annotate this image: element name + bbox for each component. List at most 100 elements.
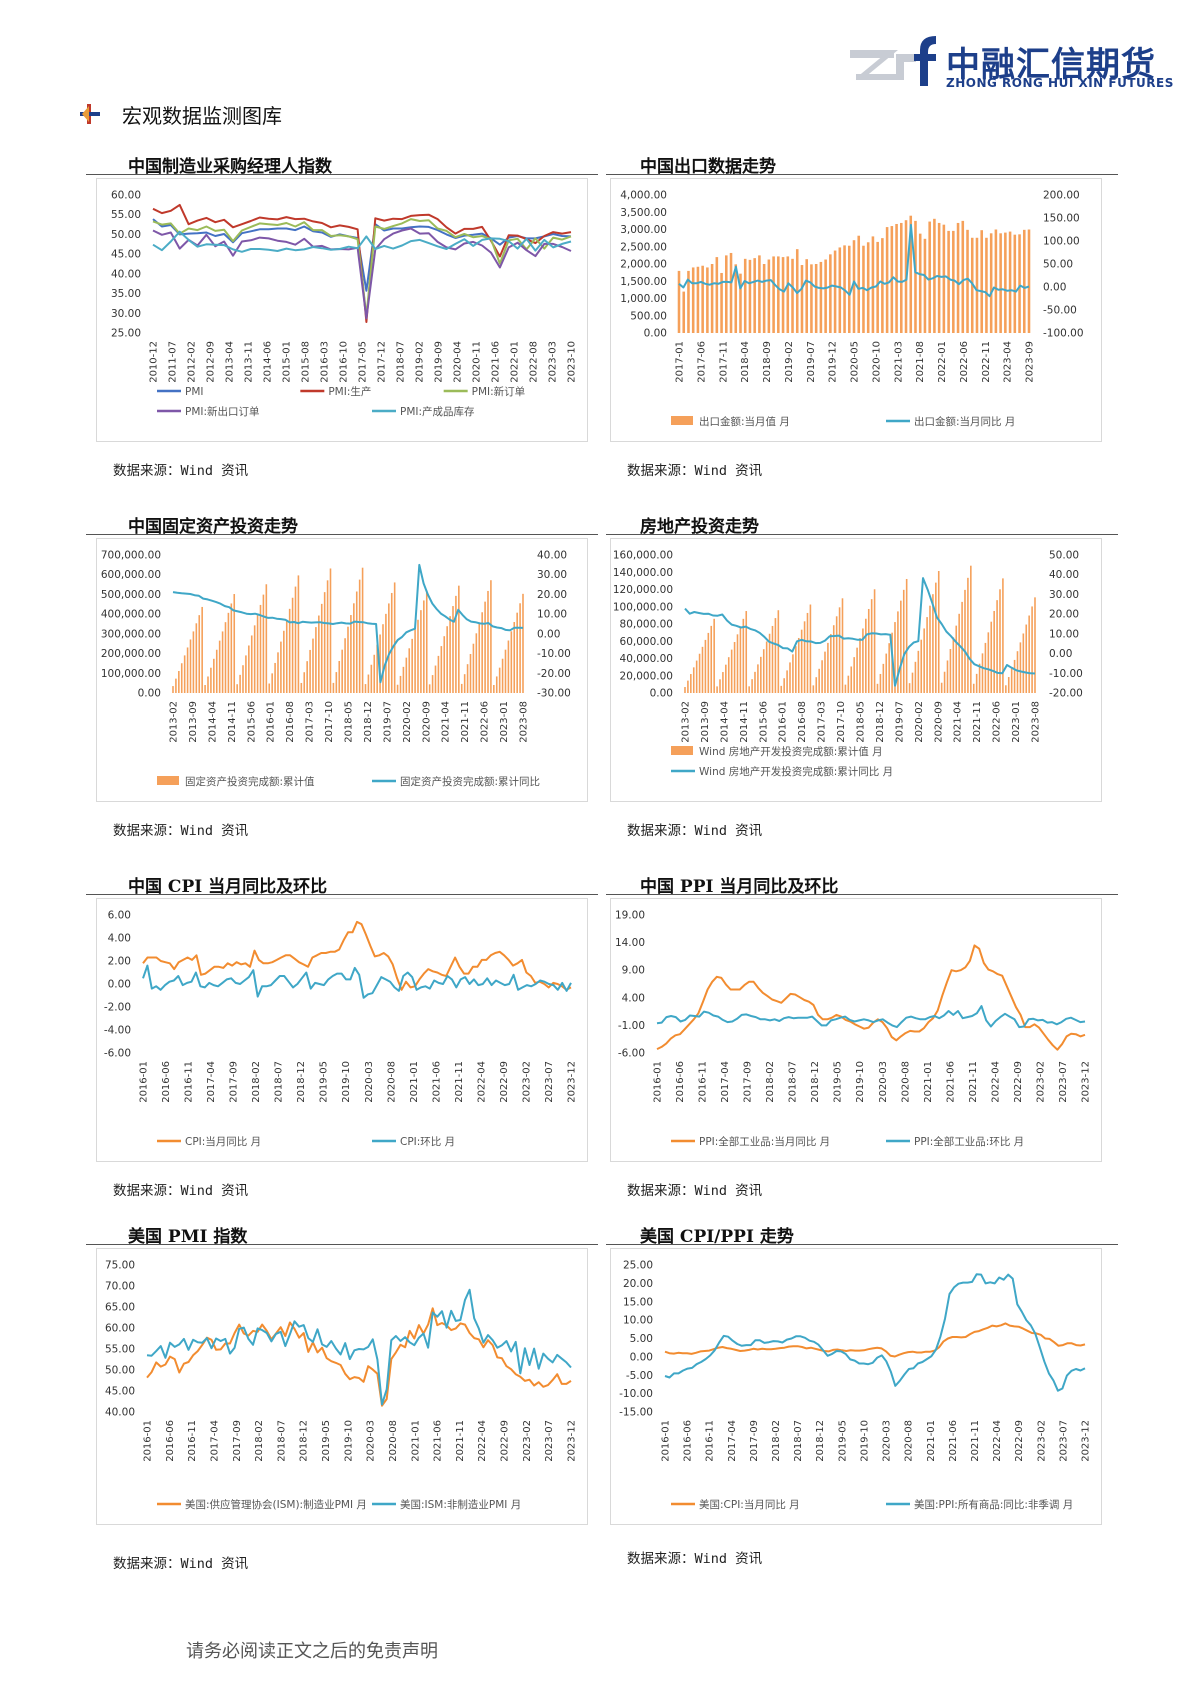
us-pmi-series-1 [146, 1288, 572, 1406]
cn-property-bar [853, 657, 855, 693]
cn-property-bar [908, 683, 911, 693]
cn-pmi-x-tick: 2017-05 [358, 341, 369, 383]
cn-property-bar [841, 598, 844, 693]
cn-property-bar [952, 637, 955, 693]
cn-property-bar [923, 628, 925, 693]
cn-fai-bar [245, 655, 247, 693]
cn-cpi-chart-svg: 6.00 4.00 2.00 0.00 -2.00 -4.00 -6.00 2016-01 20… [104, 910, 578, 1149]
cn-property-bar [902, 589, 905, 693]
cn-export-chart-svg: 4,000.00 3,500.00 3,000.00 2,500.00 2,000.00… [620, 190, 1083, 429]
cn-export-bar [701, 265, 704, 333]
cn-cpi-legend-label: CPI:当月同比 月 [185, 1135, 261, 1148]
cn-fai-bar [440, 646, 443, 693]
us-pmi-x-tick: 2023-07 [544, 1420, 555, 1462]
cn-property-bar [885, 653, 888, 693]
cn-property-y-tick: 120,000.00 [613, 584, 673, 596]
cn-property-bar [1022, 633, 1025, 693]
cn-export-y-tick: 1,500.00 [620, 276, 667, 288]
cn-fai-x-tick: 2023-08 [519, 701, 530, 743]
cn-fai-bar [353, 603, 355, 693]
cn-property-bar [999, 589, 1001, 693]
cn-fai-bar [201, 606, 203, 693]
cn-export-bar [819, 261, 823, 333]
cn-fai-y2-tick: -20.00 [537, 668, 571, 680]
us-cpi-ppi-x-tick: 2019-10 [859, 1420, 870, 1462]
us-cpi-ppi-source-note: 数据来源：Wind 资讯 [627, 1551, 763, 1567]
cn-export-bar [933, 218, 936, 333]
cn-export-bar [914, 220, 917, 334]
cn-export-y-tick: 3,500.00 [620, 207, 667, 219]
cn-fai-bar [493, 685, 495, 693]
us-pmi-source-note: 数据来源：Wind 资讯 [113, 1556, 249, 1572]
cn-cpi-x-tick: 2023-07 [544, 1061, 555, 1103]
cn-ppi-x-tick: 2021-06 [945, 1061, 956, 1103]
us-pmi-x-tick: 2017-09 [232, 1420, 243, 1462]
cn-property-x-tick: 2021-04 [953, 701, 964, 743]
cn-ppi-y-tick: -6.00 [618, 1048, 645, 1060]
cn-cpi-chart: 6.00 4.00 2.00 0.00 -2.00 -4.00 -6.00 2016-01 20… [96, 898, 588, 1162]
cn-export-bar [805, 259, 808, 333]
cn-export-bar [739, 273, 742, 333]
cn-cpi-legend-item: CPI:当月同比 月 [157, 1135, 261, 1148]
cn-fai-bar [186, 647, 189, 693]
cn-export-bar [748, 259, 752, 333]
cn-ppi-legend-item: PPI:全部工业品:当月同比 月 [671, 1135, 830, 1148]
cn-pmi-x-tick: 2013-11 [244, 341, 255, 383]
cn-ppi-line [656, 1005, 1086, 1029]
disclaimer-footer: 请务必阅读正文之后的免责声明 [186, 1641, 438, 1662]
cn-property-legend-item: Wind 房地产开发投资完成额:累计同比 月 [671, 765, 893, 778]
cn-fai-x-tick: 2013-09 [188, 701, 199, 743]
cn-export-bar [881, 238, 884, 334]
cn-property-y-tick: 100,000.00 [613, 601, 673, 613]
cn-fai-bar [449, 616, 451, 693]
cn-fai-line [172, 563, 524, 684]
cn-fai-bar [519, 603, 521, 693]
cn-property-bar [760, 656, 762, 693]
cn-pmi-y-tick: 25.00 [111, 328, 141, 340]
cn-pmi-legend-label: PMI:新出口订单 [185, 405, 260, 418]
cn-export-bar [928, 221, 931, 333]
cn-property-x-tick: 2019-07 [894, 701, 905, 743]
us-pmi-x-tick: 2023-02 [522, 1420, 533, 1462]
brand-name-en: ZHONG RONG HUI XIN FUTURES [946, 76, 1174, 90]
cn-property-bar [882, 663, 885, 693]
cn-property-bar [1025, 624, 1028, 693]
cn-property-bar [815, 677, 818, 693]
cn-ppi-title-rule [606, 894, 1118, 895]
cn-fai-y-tick: 100,000.00 [101, 668, 161, 680]
cn-fai-bar [455, 595, 457, 693]
cn-property-bar [873, 589, 876, 693]
cn-fai-bar [452, 606, 454, 693]
cn-fai-bar [437, 655, 440, 693]
cn-property-bar [937, 571, 940, 693]
cn-export-bar [725, 255, 728, 334]
cn-property-y-tick: 160,000.00 [613, 550, 673, 562]
cn-export-bar [970, 237, 974, 333]
cn-export-bar [777, 256, 780, 333]
cn-cpi-y-tick: -6.00 [104, 1048, 131, 1060]
cn-pmi-legend-label: PMI:新订单 [472, 385, 526, 398]
cn-fai-bar [239, 674, 241, 693]
cn-ppi-x-tick: 2023-02 [1035, 1061, 1046, 1103]
cn-ppi-x-tick: 2021-11 [968, 1061, 979, 1103]
cn-export-legend-item: 出口金额:当月值 月 [671, 415, 790, 428]
cn-export-y2-tick: -50.00 [1043, 305, 1077, 317]
cn-pmi-y-tick: 35.00 [111, 288, 141, 300]
brand-name-cn: 中融汇信期货 [946, 45, 1156, 85]
cn-fai-bar [329, 568, 332, 693]
cn-export-x-tick: 2021-08 [915, 341, 926, 383]
cn-fai-x-tick: 2021-04 [441, 701, 452, 743]
cn-property-bar [745, 611, 748, 693]
cn-property-y2-tick: 50.00 [1049, 550, 1079, 562]
cn-property-bar [955, 625, 958, 693]
cn-fai-bar [207, 676, 209, 693]
cn-export-bar [871, 236, 875, 333]
cn-fai-bar [323, 592, 326, 693]
cn-ppi-chart-title: 中国 PPI 当月同比及环比 [640, 877, 839, 897]
cn-fai-bar [358, 579, 361, 693]
cn-fai-x-tick: 2020-09 [421, 701, 432, 743]
cn-property-bar [783, 678, 785, 693]
cn-pmi-x-tick: 2023-03 [548, 341, 559, 383]
cn-property-bar [879, 673, 882, 693]
cn-ppi-series-1 [656, 1005, 1086, 1029]
